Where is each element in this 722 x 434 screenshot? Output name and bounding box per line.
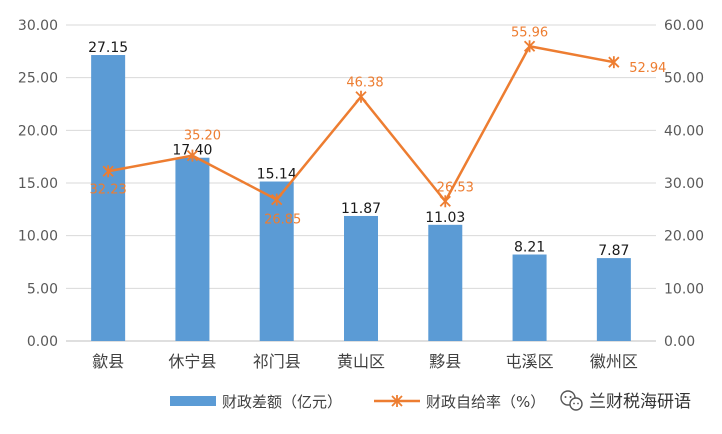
bar: [259, 181, 294, 341]
wechat-icon: [560, 390, 583, 411]
right-tick-label: 40.00: [664, 123, 704, 139]
line-value-label: 55.96: [511, 25, 548, 40]
category-axis: 歙县 休宁县 祁门县 黄山区 黟县 屯溪区 徽州区: [92, 352, 638, 371]
line-point-marker: [355, 90, 367, 103]
legend-label-line: 财政自给率（%）: [426, 393, 545, 411]
right-axis-ticks: 0.00 10.00 20.00 30.00 40.00 50.00 60.00: [664, 18, 704, 350]
category-label: 黟县: [429, 352, 461, 371]
category-label: 休宁县: [168, 352, 216, 371]
line-point-marker: [186, 149, 199, 162]
left-tick-label: 15.00: [18, 176, 58, 192]
bar: [175, 157, 210, 341]
line-value-label: 26.85: [264, 213, 301, 228]
bar-value-label: 8.21: [514, 240, 545, 256]
line-point-marker: [439, 195, 451, 208]
left-tick-label: 10.00: [18, 229, 58, 245]
right-tick-label: 30.00: [664, 176, 704, 192]
legend: 财政差额（亿元） 财政自给率（%）: [170, 393, 545, 411]
left-axis-ticks: 0.00 5.00 10.00 15.00 20.00 25.00 30.00: [18, 18, 58, 350]
line-value-label: 26.53: [437, 180, 474, 195]
watermark: 兰财税海研语: [560, 390, 691, 412]
left-tick-label: 20.00: [18, 123, 58, 139]
right-tick-label: 0.00: [664, 334, 695, 350]
line-value-label: 32.23: [90, 182, 127, 197]
line-point-marker: [102, 165, 114, 178]
left-tick-label: 5.00: [27, 281, 58, 297]
bar-value-label: 7.87: [598, 243, 629, 259]
category-label: 歙县: [92, 352, 124, 371]
line-value-label: 35.20: [184, 129, 221, 144]
category-label: 屯溪区: [506, 352, 554, 371]
bar: [91, 55, 126, 342]
left-tick-label: 0.00: [27, 334, 58, 350]
category-label: 祁门县: [253, 352, 301, 371]
right-tick-label: 20.00: [664, 229, 704, 245]
right-tick-label: 10.00: [664, 281, 704, 297]
bar: [428, 224, 463, 341]
bar-value-label: 11.03: [425, 210, 465, 226]
bar-value-label: 11.87: [341, 201, 381, 217]
bar: [344, 215, 378, 341]
legend-swatch-bar: [170, 396, 216, 406]
line-point-marker: [523, 40, 536, 53]
bar-series: [91, 55, 631, 342]
left-tick-label: 25.00: [18, 71, 58, 87]
line-point-marker: [608, 56, 620, 69]
watermark-text: 兰财税海研语: [589, 392, 691, 412]
right-tick-label: 60.00: [664, 18, 704, 34]
line-data-labels: 32.23 35.20 26.85 46.38 26.53 55.96 52.94: [90, 25, 667, 227]
line-value-label: 46.38: [346, 76, 383, 91]
left-tick-label: 30.00: [18, 18, 58, 34]
legend-label-bar: 财政差额（亿元）: [222, 393, 342, 411]
line-point-marker: [271, 193, 283, 206]
line-value-label: 52.94: [629, 61, 666, 76]
line-series: [102, 40, 620, 208]
bar: [596, 258, 631, 341]
category-label: 黄山区: [337, 352, 385, 371]
bar: [512, 254, 547, 341]
bar-value-label: 27.15: [88, 40, 128, 56]
right-tick-label: 50.00: [664, 71, 704, 87]
legend-marker-icon: [391, 395, 403, 407]
bar-value-label: 15.14: [257, 167, 297, 183]
category-label: 徽州区: [590, 352, 638, 371]
